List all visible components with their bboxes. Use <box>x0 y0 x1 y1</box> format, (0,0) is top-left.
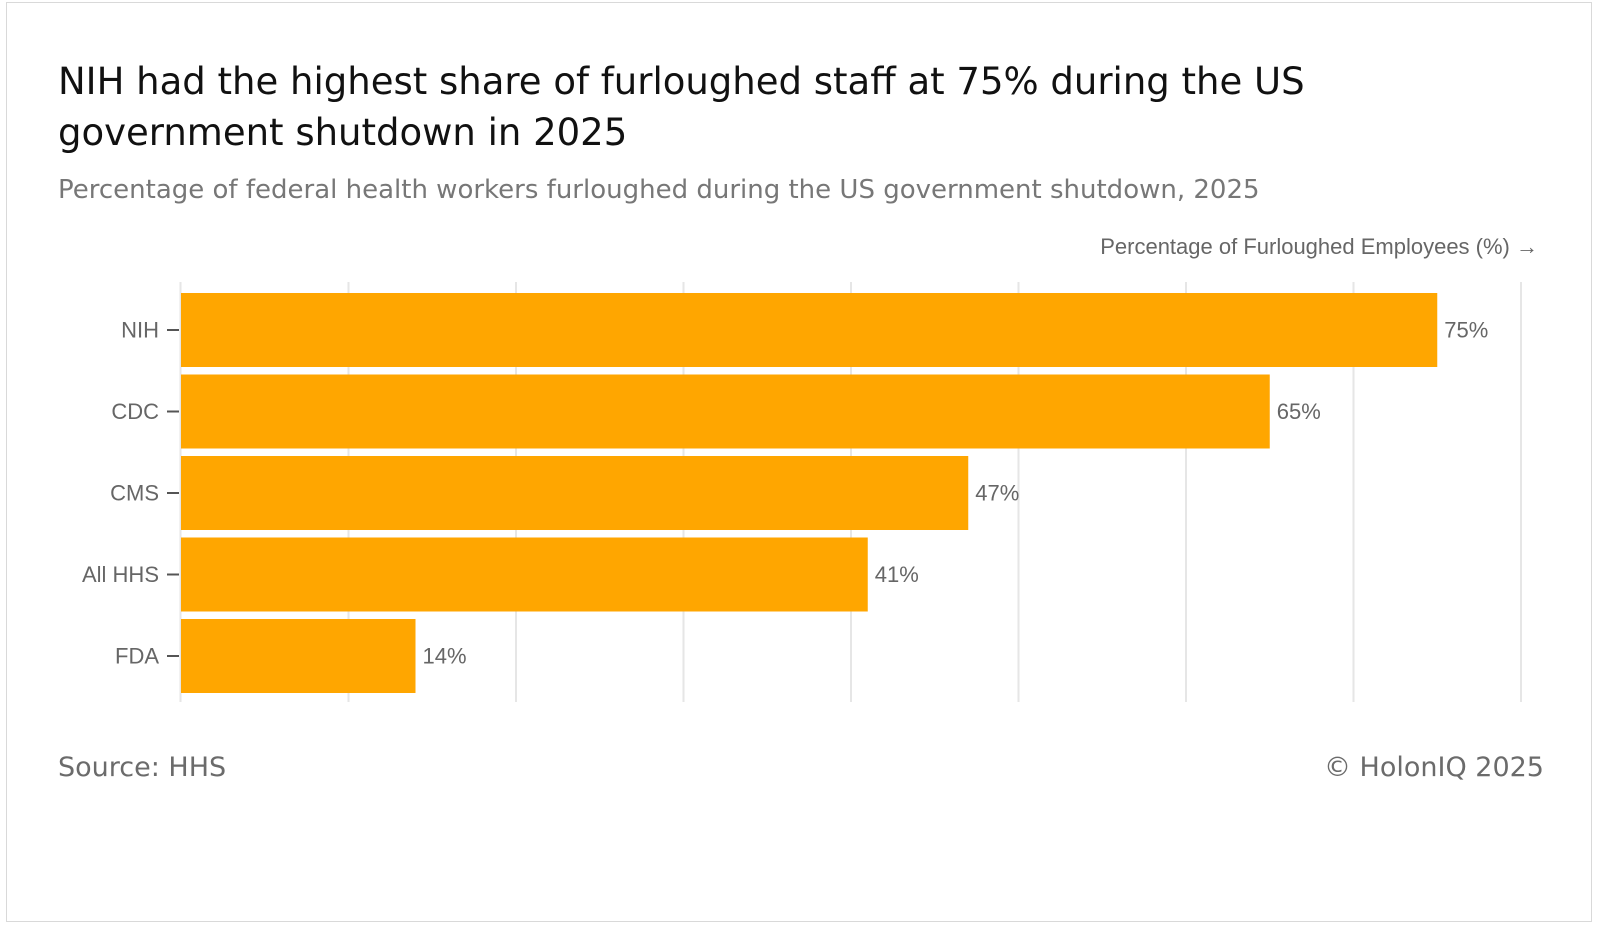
y-tick-label: NIH <box>121 318 159 343</box>
bar-fda <box>181 619 416 693</box>
bar-all-hhs <box>181 537 868 612</box>
y-tick-label: CMS <box>110 481 159 506</box>
y-tick-label: All HHS <box>82 562 159 587</box>
data-label: 41% <box>875 562 919 587</box>
chart-frame <box>6 2 1592 922</box>
bar-cms <box>181 456 969 530</box>
bar-nih <box>181 293 1438 367</box>
y-tick-label: FDA <box>115 644 159 669</box>
copyright-note: © HolonIQ 2025 <box>1323 752 1544 783</box>
chart-title: NIH had the highest share of furloughed … <box>58 60 1305 154</box>
data-label: 14% <box>423 644 467 669</box>
bar-cdc <box>181 374 1270 449</box>
source-note: Source: HHS <box>58 752 227 783</box>
data-label: 47% <box>975 481 1019 506</box>
data-label: 75% <box>1444 318 1488 343</box>
x-axis-title: Percentage of Furloughed Employees (%) → <box>1100 234 1538 259</box>
y-tick-label: CDC <box>111 399 159 424</box>
chart-subtitle: Percentage of federal health workers fur… <box>58 175 1260 205</box>
data-label: 65% <box>1277 399 1321 424</box>
